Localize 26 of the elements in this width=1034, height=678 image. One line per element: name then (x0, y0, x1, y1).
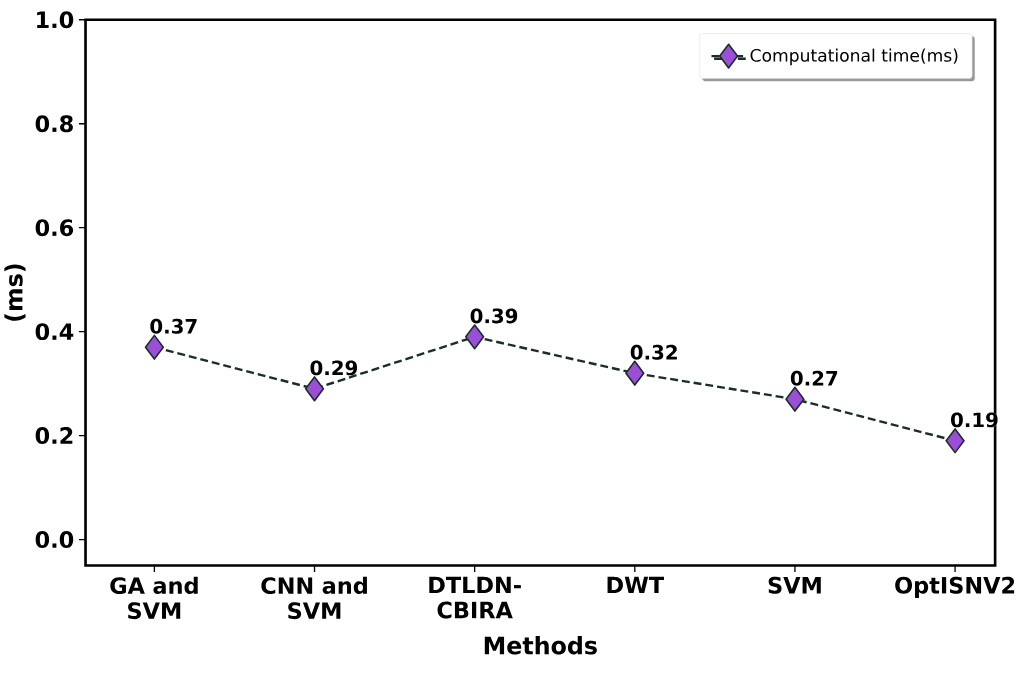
legend-label: Computational time(ms) (750, 48, 958, 66)
data-label: 0.39 (470, 308, 518, 324)
point (304, 376, 325, 402)
point (625, 360, 645, 386)
y-tick-label: 0.4 (35, 323, 74, 340)
point (144, 334, 165, 360)
y-tick-label: 0.6 (35, 219, 74, 237)
data-label: 0.32 (630, 344, 677, 360)
point (945, 428, 965, 454)
data-label: 0.37 (150, 318, 197, 334)
x-tick-label: DTLDN-CBIRA (429, 576, 521, 619)
data-label: 0.27 (790, 370, 838, 386)
x-tick-label: CNN and SVM (261, 576, 367, 620)
y-tick-label: 0.2 (35, 426, 73, 444)
y-tick-label: 0.8 (35, 115, 73, 133)
point (464, 324, 485, 350)
x-tick-label: GA and SVM (110, 576, 198, 620)
point (785, 386, 805, 412)
x-tick-label: OptISNV2 (895, 576, 1015, 598)
y-axis-title: (ms) (4, 264, 26, 321)
x-tick-label: DWT (607, 576, 664, 593)
y-tick-label: 1.0 (37, 11, 74, 29)
x-tick-label: SVM (768, 576, 821, 594)
x-axis-title: Methods (484, 636, 597, 655)
data-label: 0.29 (310, 360, 358, 376)
y-tick-label: 0.0 (35, 530, 74, 548)
